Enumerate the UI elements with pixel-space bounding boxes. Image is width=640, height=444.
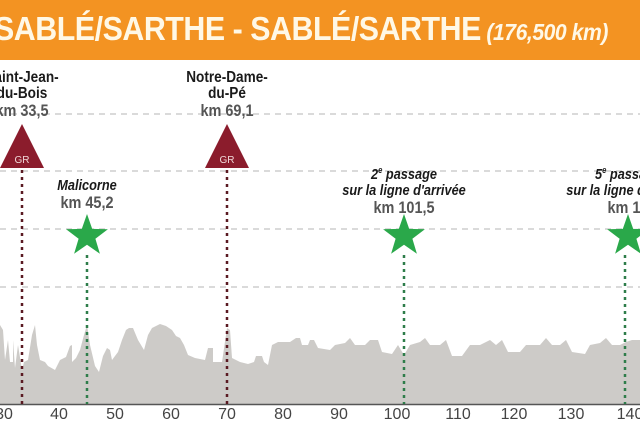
- x-tick: 40: [50, 406, 68, 423]
- x-tick: 80: [274, 406, 292, 423]
- marker-name: 2e passage: [371, 165, 437, 183]
- sprint-star-icon: [607, 214, 640, 254]
- sprint-star-icon: [383, 214, 425, 254]
- marker-name: Saint-Jean-: [0, 69, 59, 86]
- marker-label-malicorne: Malicorne km 45,2: [57, 178, 117, 212]
- x-tick: 90: [330, 406, 348, 423]
- marker-name: sur la ligne d'arrivée: [566, 182, 640, 199]
- elevation-profile: [0, 324, 640, 404]
- x-tick: 110: [445, 406, 471, 423]
- gridlines: [0, 113, 640, 288]
- marker-km: km 13: [607, 198, 640, 217]
- marker-name: du-Pé: [208, 85, 246, 102]
- marker-name: 5e passage: [595, 165, 640, 183]
- title-distance: (176,500 km): [486, 19, 608, 45]
- marker-label-2e-passage: 2e passage sur la ligne d'arrivée km 101…: [342, 162, 466, 217]
- x-tick: 70: [218, 406, 236, 423]
- marker-label-saint-jean: Saint-Jean- du-Bois km 33,5: [0, 70, 59, 120]
- sprint-star-icon: [66, 214, 108, 254]
- x-tick: 120: [500, 406, 528, 423]
- marker-label-notre-dame: Notre-Dame- du-Pé km 69,1: [186, 70, 268, 120]
- svg-text:GR: GR: [15, 155, 30, 166]
- title-route: SABLÉ/SARTHE - SABLÉ/SARTHE: [0, 10, 481, 47]
- stage-title: SABLÉ/SARTHE - SABLÉ/SARTHE (176,500 km): [0, 10, 608, 48]
- header-bar: SABLÉ/SARTHE - SABLÉ/SARTHE (176,500 km): [0, 0, 640, 60]
- marker-km: km 33,5: [0, 101, 49, 120]
- x-tick: 50: [106, 406, 124, 423]
- climb-triangle-icon: GR: [205, 124, 249, 168]
- marker-name: du-Bois: [0, 85, 48, 102]
- svg-text:GR: GR: [220, 155, 235, 166]
- marker-label-5e-passage: 5e passage sur la ligne d'arrivée km 13: [566, 162, 640, 217]
- x-tick: 30: [0, 406, 13, 423]
- x-tick: 140: [616, 406, 640, 423]
- x-tick: 100: [383, 406, 411, 423]
- x-tick: 130: [557, 406, 585, 423]
- marker-name: Malicorne: [57, 177, 117, 194]
- marker-km: km 69,1: [200, 101, 254, 120]
- marker-name: Notre-Dame-: [186, 69, 268, 86]
- x-tick: 60: [162, 406, 180, 423]
- marker-km: km 101,5: [373, 198, 435, 217]
- climb-triangle-icon: GR: [0, 124, 44, 168]
- marker-km: km 45,2: [60, 193, 114, 212]
- marker-name: sur la ligne d'arrivée: [342, 182, 466, 199]
